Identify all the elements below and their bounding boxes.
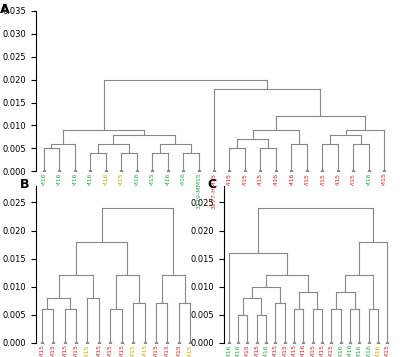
Text: B: B [20,178,30,191]
Text: A: A [0,3,10,16]
Text: C: C [207,178,216,191]
